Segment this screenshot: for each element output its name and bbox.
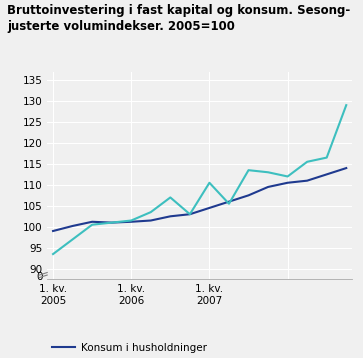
Text: Bruttoinvestering i fast kapital og konsum. Sesong-
justerte volumindekser. 2005: Bruttoinvestering i fast kapital og kons… [7,4,351,33]
Konsum i husholdninger [227,199,231,204]
Bruttoinvestering i fast kapital for Fastlands-Norge [325,155,329,160]
Konsum i husholdninger [129,219,134,224]
Bruttoinvestering i fast kapital for Fastlands-Norge [266,170,270,174]
Konsum i husholdninger [168,214,172,218]
Konsum i husholdninger [325,172,329,176]
Konsum i husholdninger [305,179,309,183]
Bruttoinvestering i fast kapital for Fastlands-Norge [344,103,348,107]
Konsum i husholdninger [148,218,153,223]
Bruttoinvestering i fast kapital for Fastlands-Norge [188,212,192,216]
Bruttoinvestering i fast kapital for Fastlands-Norge [227,202,231,206]
Konsum i husholdninger [246,193,251,198]
Konsum i husholdninger [285,181,290,185]
Bruttoinvestering i fast kapital for Fastlands-Norge [51,252,55,256]
Konsum i husholdninger [188,212,192,216]
Bruttoinvestering i fast kapital for Fastlands-Norge [207,181,212,185]
Bruttoinvestering i fast kapital for Fastlands-Norge [148,210,153,214]
Bruttoinvestering i fast kapital for Fastlands-Norge [168,195,172,200]
Konsum i husholdninger [344,166,348,170]
Line: Konsum i husholdninger: Konsum i husholdninger [53,168,346,231]
Bruttoinvestering i fast kapital for Fastlands-Norge [285,174,290,179]
Konsum i husholdninger [51,229,55,233]
Text: 0: 0 [37,272,43,282]
Bruttoinvestering i fast kapital for Fastlands-Norge [90,223,94,227]
Bruttoinvestering i fast kapital for Fastlands-Norge [70,237,75,242]
Bruttoinvestering i fast kapital for Fastlands-Norge [305,160,309,164]
Konsum i husholdninger [90,219,94,224]
Konsum i husholdninger [70,224,75,228]
Bruttoinvestering i fast kapital for Fastlands-Norge [110,221,114,225]
Konsum i husholdninger [207,206,212,210]
Bruttoinvestering i fast kapital for Fastlands-Norge [129,218,134,223]
Konsum i husholdninger [110,221,114,225]
Legend: Konsum i husholdninger, Bruttoinvestering i fast kapital for Fastlands-Norge: Konsum i husholdninger, Bruttoinvesterin… [52,343,345,358]
Line: Bruttoinvestering i fast kapital for Fastlands-Norge: Bruttoinvestering i fast kapital for Fas… [53,105,346,254]
Konsum i husholdninger [266,185,270,189]
Bruttoinvestering i fast kapital for Fastlands-Norge [246,168,251,172]
